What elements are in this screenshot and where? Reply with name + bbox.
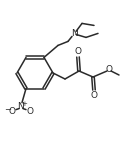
Text: −: −	[5, 105, 11, 114]
Text: O: O	[91, 90, 98, 99]
Text: O: O	[75, 48, 82, 57]
Text: O: O	[26, 107, 34, 116]
Text: +: +	[21, 101, 27, 107]
Text: N: N	[18, 102, 24, 111]
Text: N: N	[71, 29, 77, 38]
Text: O: O	[105, 66, 112, 75]
Text: O: O	[9, 107, 15, 116]
